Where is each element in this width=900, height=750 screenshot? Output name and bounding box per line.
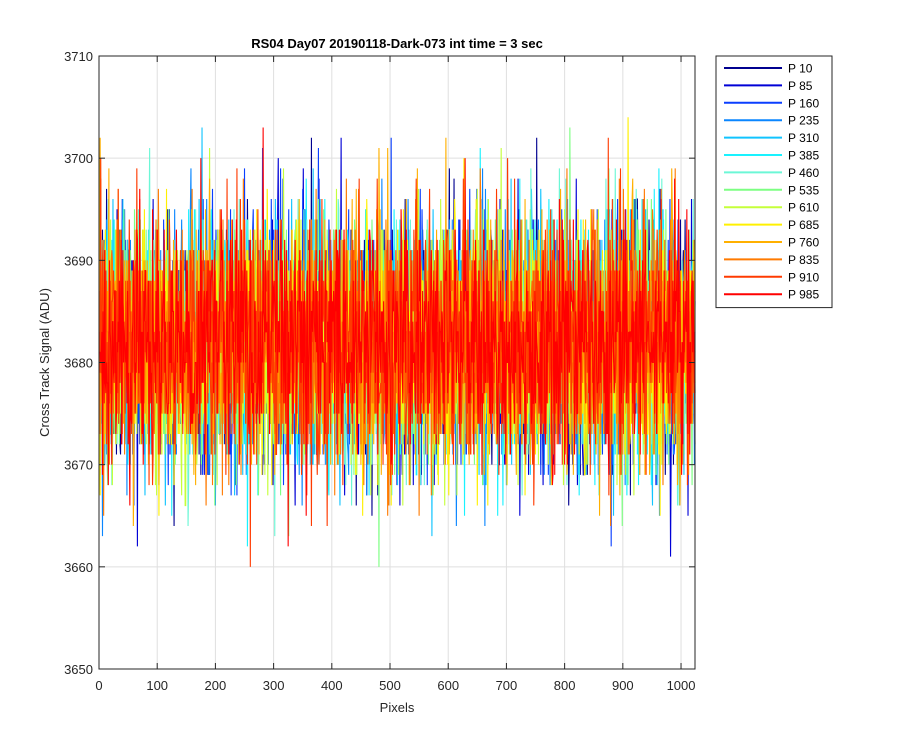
y-tick-label: 3670 [64,458,93,473]
legend-label: P 160 [788,96,819,110]
legend-label: P 535 [788,183,819,197]
x-tick-label: 500 [379,678,401,693]
y-tick-label: 3660 [64,560,93,575]
x-tick-label: 300 [263,678,285,693]
x-tick-label: 600 [437,678,459,693]
x-axis-label: Pixels [380,700,415,715]
x-tick-label: 1000 [667,678,696,693]
x-tick-label: 100 [146,678,168,693]
legend-label: P 985 [788,288,819,302]
x-tick-label: 700 [496,678,518,693]
legend-label: P 310 [788,131,819,145]
legend-label: P 835 [788,253,819,267]
x-tick-label: 800 [554,678,576,693]
y-tick-label: 3700 [64,151,93,166]
legend-label: P 235 [788,114,819,128]
legend-box [715,55,833,309]
x-tick-label: 200 [205,678,227,693]
series-lines [99,117,696,567]
series-line [99,127,696,547]
legend-label: P 685 [788,218,819,232]
x-tick-label: 400 [321,678,343,693]
legend-label: P 385 [788,149,819,163]
y-tick-label: 3650 [64,662,93,677]
y-tick-label: 3710 [64,49,93,64]
legend-label: P 460 [788,166,819,180]
legend-label: P 910 [788,270,819,284]
legend: P 10 P 85 P 160 P 235 P 310 P 385 P 460 P 535 P … [715,55,833,309]
chart-title: RS04 Day07 20190118-Dark-073 int time = … [251,36,543,51]
y-tick-label: 3680 [64,356,93,371]
axis-ticks: 0 100 200 300 400 500 600 700 800 900 1000 3650 3660… [64,49,695,693]
y-tick-label: 3690 [64,253,93,268]
x-tick-label: 900 [612,678,634,693]
legend-label: P 610 [788,201,819,215]
legend-label: P 10 [788,62,813,76]
x-tick-label: 0 [95,678,102,693]
legend-label: P 85 [788,79,813,93]
legend-label: P 760 [788,236,819,250]
y-axis-label: Cross Track Signal (ADU) [37,288,52,437]
